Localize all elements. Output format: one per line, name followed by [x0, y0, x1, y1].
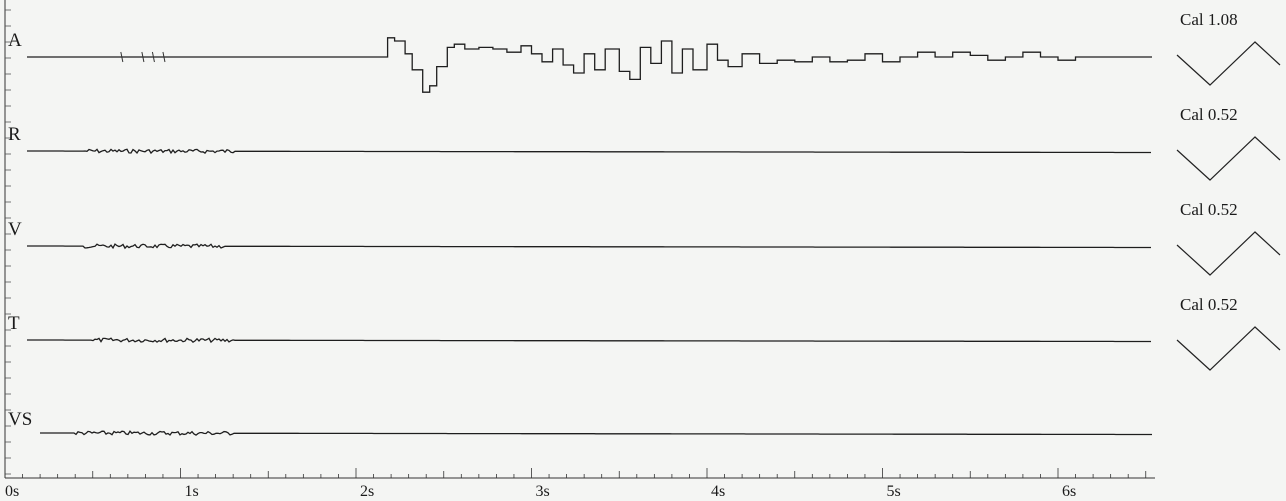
- calibration-wave-r: [1176, 136, 1281, 181]
- traces-layer: [27, 37, 1152, 436]
- time-axis: 0s 1s 2s 3s 4s 5s 6s: [4, 0, 1155, 500]
- channel-label-a: A: [8, 30, 22, 51]
- channel-label-r: R: [8, 124, 21, 145]
- calibration-wave-v: [1176, 231, 1281, 276]
- x-tick-label: 5s: [887, 483, 901, 500]
- event-marker: [120, 51, 124, 63]
- calibration-wave-t: [1176, 326, 1281, 371]
- calibration-panel: Cal 1.08 Cal 0.52 Cal 0.52 Cal 0.52: [1176, 10, 1281, 371]
- channel-label-t: T: [8, 313, 20, 334]
- event-marker: [141, 51, 145, 63]
- event-marker: [162, 51, 166, 63]
- trace-t: [27, 337, 1151, 344]
- channel-label-vs: VS: [8, 409, 32, 430]
- channel-labels: A R V T VS: [8, 30, 32, 430]
- trace-vs: [40, 430, 1152, 436]
- trace-v: [27, 243, 1151, 250]
- x-tick-label: 1s: [185, 483, 199, 500]
- x-tick-label: 0s: [5, 483, 19, 500]
- calibration-label-v: Cal 0.52: [1180, 200, 1238, 219]
- trace-r: [27, 148, 1151, 155]
- event-marker: [151, 51, 155, 63]
- calibration-label-r: Cal 0.52: [1180, 105, 1238, 124]
- calibration-wave-a: [1176, 41, 1281, 86]
- x-tick-label: 6s: [1062, 483, 1076, 500]
- x-tick-label: 2s: [360, 483, 374, 500]
- channel-label-v: V: [8, 219, 22, 240]
- x-tick-label: 3s: [536, 483, 550, 500]
- calibration-label-t: Cal 0.52: [1180, 295, 1238, 314]
- x-tick-label: 4s: [711, 483, 725, 500]
- trace-a: [27, 37, 1152, 93]
- calibration-label-a: Cal 1.08: [1180, 10, 1238, 29]
